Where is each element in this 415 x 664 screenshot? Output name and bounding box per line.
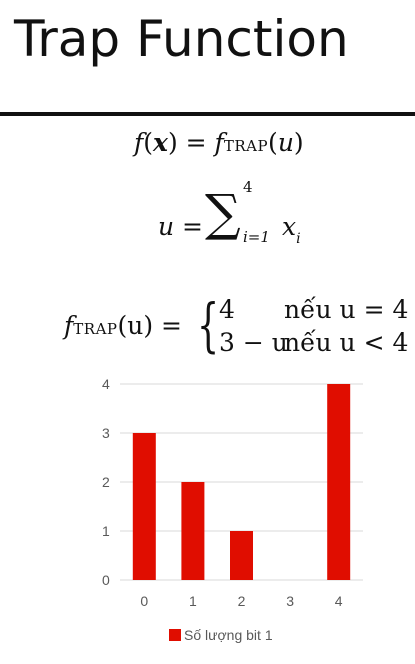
case2-condition: nếu u < 4 bbox=[284, 328, 409, 357]
x-tick-label: 0 bbox=[140, 593, 148, 609]
case1-condition: nếu u = 4 bbox=[284, 295, 409, 324]
eq3-f: f bbox=[64, 311, 74, 340]
left-brace-icon: { bbox=[197, 291, 220, 359]
chart-legend: Số lượng bit 1 bbox=[169, 627, 273, 643]
x-tick-label: 2 bbox=[238, 593, 246, 609]
bar-1 bbox=[181, 482, 205, 580]
x-tick-label: 4 bbox=[335, 593, 343, 609]
eq2-lhs: u = bbox=[158, 212, 203, 241]
eq1-x: x bbox=[153, 128, 168, 157]
y-tick-label: 4 bbox=[102, 376, 110, 392]
y-axis-ticks: 0 1 2 3 4 bbox=[102, 376, 110, 588]
eq1-arg: u bbox=[277, 128, 294, 157]
sigma-icon: ∑ bbox=[205, 184, 241, 242]
equation-trap-definition: f(x) = fTRAP(u) bbox=[134, 128, 304, 157]
legend-label: Số lượng bit 1 bbox=[184, 627, 273, 643]
eq3-arg: (u) = bbox=[117, 311, 183, 340]
bar-2 bbox=[230, 531, 253, 580]
y-tick-label: 2 bbox=[102, 474, 110, 490]
sum-lower-limit: i=1 bbox=[243, 228, 270, 246]
case-row-2: 3 − unếu u < 4 bbox=[219, 328, 408, 357]
x-tick-label: 3 bbox=[286, 593, 294, 609]
eq3-lhs: fTRAP(u) = bbox=[64, 311, 182, 340]
bar-0 bbox=[132, 433, 156, 580]
x-axis-ticks: 0 1 2 3 4 bbox=[140, 593, 342, 609]
chart-bars bbox=[132, 384, 351, 580]
bar-chart: 0 1 2 3 4 0 1 2 3 4 Số lượng bit 1 bbox=[102, 376, 363, 643]
bar-4 bbox=[327, 384, 351, 580]
x-tick-label: 1 bbox=[189, 593, 197, 609]
eq1-fn: f bbox=[214, 128, 224, 157]
case2-value: 3 − u bbox=[219, 328, 288, 357]
eq1-equals: = bbox=[185, 128, 207, 157]
slide-title: Trap Function bbox=[14, 10, 349, 68]
y-tick-label: 1 bbox=[102, 523, 110, 539]
title-underline bbox=[0, 112, 415, 116]
eq1-f: f bbox=[134, 128, 144, 157]
sum-symbol: ∑ 4 i=1 bbox=[205, 178, 270, 254]
y-tick-label: 0 bbox=[102, 572, 110, 588]
case-row-1: 4 nếu u = 4 bbox=[219, 295, 408, 324]
sum-upper-limit: 4 bbox=[243, 178, 253, 196]
case1-value: 4 bbox=[219, 295, 235, 324]
eq1-sub: TRAP bbox=[223, 137, 269, 155]
y-tick-label: 3 bbox=[102, 425, 110, 441]
sum-term-x: x bbox=[282, 212, 297, 241]
eq3-sub: TRAP bbox=[73, 320, 118, 338]
sum-term: xi bbox=[282, 212, 301, 247]
sum-term-sub: i bbox=[296, 231, 301, 247]
legend-swatch bbox=[169, 629, 181, 641]
